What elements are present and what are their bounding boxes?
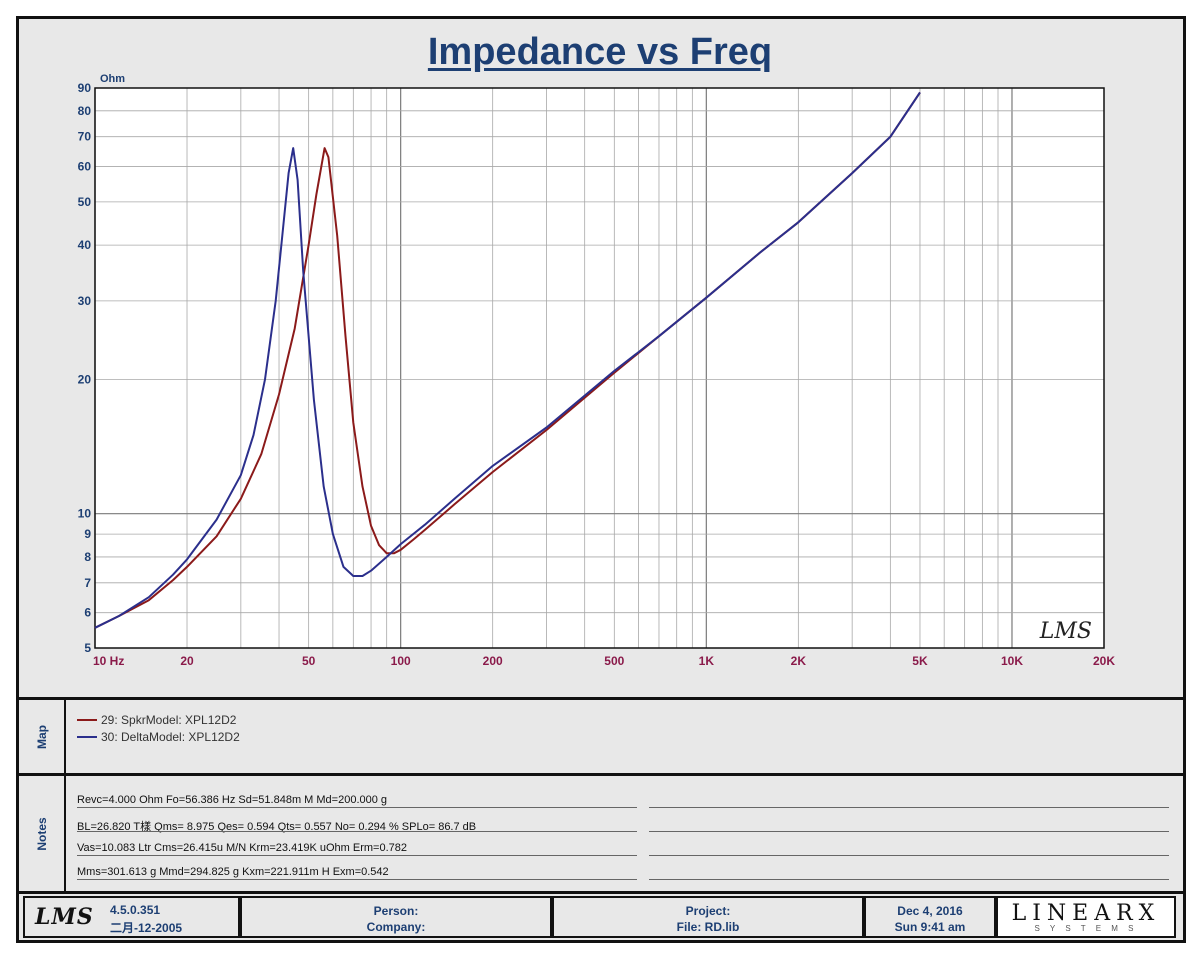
footer-lms-cell: LMS 4.5.0.351 二月-12-2005 <box>23 896 240 938</box>
x-tick-label: 500 <box>604 654 624 668</box>
notes-panel: Notes Revc=4.000 Ohm Fo=56.386 Hz Sd=51.… <box>19 773 1183 891</box>
map-panel-label: Map <box>19 700 66 773</box>
note-rule <box>77 879 637 880</box>
note-line-2: BL=26.820 T樣 Qms= 8.975 Qes= 0.594 Qts= … <box>77 821 477 833</box>
notes-panel-label: Notes <box>19 776 66 891</box>
y-tick-label: 20 <box>78 372 92 386</box>
note-line-4: Mms=301.613 g Mmd=294.825 g Kxm=221.911m… <box>77 866 389 878</box>
footer-brand-cell: LINEARX S Y S T E M S <box>996 896 1176 938</box>
build-date-label: 二月-12-2005 <box>110 921 183 935</box>
note-rule <box>649 831 1169 832</box>
x-tick-label: 1K <box>699 654 715 668</box>
note-rule <box>77 807 637 808</box>
legend-item-spkrmodel: 29: SpkrModel: XPL12D2 <box>77 713 236 727</box>
legend-swatch-deltamodel <box>77 736 97 738</box>
legend-label-spkrmodel: 29: SpkrModel: XPL12D2 <box>101 713 237 727</box>
y-axis-unit-label: Ohm <box>100 73 125 85</box>
y-tick-label: 50 <box>78 195 92 209</box>
x-tick-label: 20 <box>180 654 194 668</box>
x-tick-label: 5K <box>912 654 928 668</box>
legend-swatch-spkrmodel <box>77 719 97 721</box>
chart-title: Impedance vs Freq <box>427 31 773 73</box>
time-label: Sun 9:41 am <box>894 920 966 934</box>
lms-logo: LMS <box>35 904 94 930</box>
footer-person-cell: Person: Company: <box>240 896 552 938</box>
x-tick-label: 100 <box>391 654 411 668</box>
footer-bar: LMS 4.5.0.351 二月-12-2005 Person: Company… <box>19 891 1183 940</box>
note-rule <box>649 855 1169 856</box>
x-tick-label: 10K <box>1001 654 1023 668</box>
impedance-chart: 5 6 7 8 9 10 20 30 40 50 60 70 80 90 Ohm 10 Hz 20 50 100 20… <box>78 73 1116 668</box>
y-tick-label: 70 <box>78 130 92 144</box>
series-line-deltamodel <box>94 91 921 629</box>
linearx-subtitle: S Y S T E M S <box>1034 924 1138 933</box>
note-line-1: Revc=4.000 Ohm Fo=56.386 Hz Sd=51.848m M… <box>77 794 388 806</box>
x-tick-label: 20K <box>1093 654 1115 668</box>
note-rule <box>77 855 637 856</box>
project-label: Project: <box>685 904 731 918</box>
x-tick-label: 200 <box>483 654 503 668</box>
y-tick-label: 40 <box>78 238 92 252</box>
note-rule <box>649 807 1169 808</box>
legend-item-deltamodel: 30: DeltaModel: XPL12D2 <box>77 730 240 744</box>
note-line-3: Vas=10.083 Ltr Cms=26.415u M/N Krm=23.41… <box>77 842 407 854</box>
plot-border <box>94 87 1105 649</box>
linearx-logo: LINEARX <box>1011 901 1161 926</box>
map-panel: Map 29: SpkrModel: XPL12D2 30: DeltaMode… <box>19 697 1183 773</box>
company-label: Company: <box>366 920 426 934</box>
x-tick-label: 50 <box>302 654 316 668</box>
note-rule <box>649 879 1169 880</box>
note-rule <box>77 831 637 832</box>
legend-label-deltamodel: 30: DeltaModel: XPL12D2 <box>101 730 240 744</box>
version-label: 4.5.0.351 <box>110 903 161 917</box>
y-tick-label: 90 <box>78 81 92 95</box>
y-tick-label: 8 <box>84 550 91 564</box>
date-label: Dec 4, 2016 <box>897 904 963 918</box>
y-tick-label: 6 <box>84 606 91 620</box>
y-tick-label: 9 <box>84 527 91 541</box>
plot-area <box>95 88 1104 648</box>
y-tick-label: 60 <box>78 160 92 174</box>
y-tick-label: 7 <box>84 576 91 590</box>
footer-project-cell: Project: File: RD.lib <box>552 896 864 938</box>
x-tick-label: 2K <box>791 654 807 668</box>
y-tick-label: 80 <box>78 104 92 118</box>
y-tick-label: 30 <box>78 294 92 308</box>
lms-watermark: LMS <box>1039 619 1092 644</box>
person-label: Person: <box>373 904 419 918</box>
x-tick-label: 10 Hz <box>93 654 124 668</box>
footer-date-cell: Dec 4, 2016 Sun 9:41 am <box>864 896 996 938</box>
y-tick-label: 5 <box>84 641 91 655</box>
file-label: File: RD.lib <box>676 920 740 934</box>
y-tick-label: 10 <box>78 507 92 521</box>
